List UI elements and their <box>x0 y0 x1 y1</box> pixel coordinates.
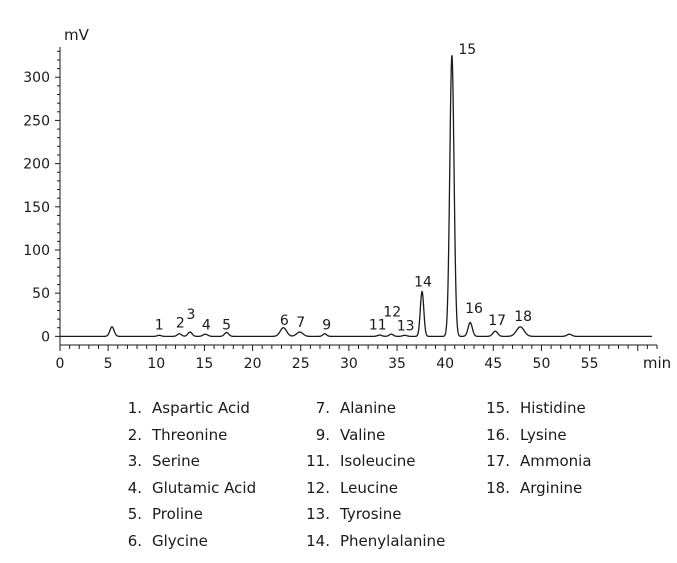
y-tick-label: 150 <box>23 200 50 216</box>
legend-item: 15. Histidine <box>480 395 592 422</box>
x-tick-label: 10 <box>147 356 165 372</box>
legend-number: 2. <box>127 425 142 444</box>
x-tick-label: 45 <box>484 356 502 372</box>
legend-compound-name: Histidine <box>520 399 586 417</box>
peak-label: 3 <box>186 307 195 323</box>
legend-compound-name: Arginine <box>520 478 583 497</box>
peak-label: 15 <box>458 42 476 58</box>
legend-item: 13. Tyrosine <box>300 501 445 528</box>
chromatogram-trace <box>59 54 653 338</box>
legend-number: 4. <box>127 478 142 497</box>
legend-compound-name: Alanine <box>340 399 397 417</box>
x-tick-label: 55 <box>581 356 599 372</box>
legend-number: 3. <box>127 452 142 470</box>
x-tick-label: 15 <box>196 356 214 372</box>
legend-item: 2. Threonine <box>118 422 256 449</box>
legend-compound-name: Glycine <box>152 531 208 550</box>
legend-compound-name: Proline <box>152 505 203 523</box>
legend-item: 14. Phenylalanine <box>300 528 445 555</box>
x-tick-label: 0 <box>56 356 65 372</box>
legend-item: 9. Valine <box>300 422 445 449</box>
peak-label: 13 <box>397 318 415 334</box>
legend-number: 6. <box>127 531 142 550</box>
legend-item: 5. Proline <box>118 501 256 528</box>
peak-label: 12 <box>383 304 401 320</box>
legend-item: 6. Glycine <box>118 528 256 555</box>
x-tick-label: 40 <box>436 356 454 372</box>
legend-number: 7. <box>315 399 330 417</box>
x-tick-label: 25 <box>292 356 310 372</box>
legend-number: 9. <box>315 425 330 444</box>
peak-label: 4 <box>202 317 211 333</box>
legend-number: 15. <box>486 399 510 417</box>
x-axis-label: min <box>643 354 671 372</box>
peak-label: 2 <box>176 316 185 332</box>
legend-item: 4. Glutamic Acid <box>118 475 256 502</box>
legend-number: 17. <box>486 452 510 470</box>
peak-legend: 1. Aspartic Acid 2. Threonine 3. Serine 4. Glut… <box>0 395 677 560</box>
legend-item: 17. Ammonia <box>480 448 592 475</box>
x-tick-label: 20 <box>244 356 262 372</box>
legend-compound-name: Threonine <box>152 425 228 444</box>
legend-number: 16. <box>486 425 510 444</box>
legend-compound-name: Aspartic Acid <box>152 399 250 417</box>
peak-label: 9 <box>322 317 331 333</box>
legend-number: 12. <box>306 478 330 497</box>
legend-compound-name: Phenylalanine <box>340 531 446 550</box>
legend-item: 16. Lysine <box>480 422 592 449</box>
legend-compound-name: Serine <box>152 452 200 470</box>
y-tick-label: 0 <box>41 329 50 345</box>
legend-compound-name: Lysine <box>520 425 567 444</box>
legend-number: 11. <box>306 452 330 470</box>
legend-column-3: 15. Histidine 16. Lysine 17. Ammonia 18. Argini… <box>480 395 592 502</box>
y-tick-label: 50 <box>32 286 50 302</box>
legend-number: 1. <box>127 399 142 417</box>
x-tick-label: 30 <box>340 356 358 372</box>
legend-item: 3. Serine <box>118 448 256 475</box>
legend-compound-name: Tyrosine <box>340 505 402 523</box>
legend-compound-name: Valine <box>340 425 386 444</box>
peak-label: 18 <box>514 309 532 325</box>
peak-label: 7 <box>296 315 305 331</box>
y-tick-label: 200 <box>23 157 50 173</box>
legend-number: 13. <box>306 505 330 523</box>
legend-item: 18. Arginine <box>480 475 592 502</box>
y-axis-label: mV <box>64 26 90 44</box>
peak-label: 17 <box>488 313 506 329</box>
peak-label: 6 <box>280 313 289 329</box>
legend-compound-name: Isoleucine <box>340 452 416 470</box>
x-tick-label: 5 <box>104 356 113 372</box>
legend-column-2: 7. Alanine 9. Valine 11. Isoleucine 12. Leucine… <box>300 395 445 554</box>
peak-label: 5 <box>222 317 231 333</box>
peak-label: 14 <box>414 274 432 290</box>
legend-number: 18. <box>486 478 510 497</box>
peak-label: 1 <box>155 317 164 333</box>
y-tick-label: 100 <box>23 243 50 259</box>
legend-compound-name: Ammonia <box>520 452 592 470</box>
legend-item: 1. Aspartic Acid <box>118 395 256 422</box>
x-tick-label: 50 <box>533 356 551 372</box>
legend-item: 12. Leucine <box>300 475 445 502</box>
legend-number: 5. <box>127 505 142 523</box>
legend-number: 14. <box>306 531 330 550</box>
peak-label: 11 <box>369 317 387 333</box>
legend-item: 7. Alanine <box>300 395 445 422</box>
y-tick-label: 300 <box>23 70 50 86</box>
legend-column-1: 1. Aspartic Acid 2. Threonine 3. Serine 4. Glut… <box>118 395 256 554</box>
legend-compound-name: Leucine <box>340 478 398 497</box>
peak-label: 16 <box>465 301 483 317</box>
legend-compound-name: Glutamic Acid <box>152 478 257 497</box>
y-tick-label: 250 <box>23 113 50 129</box>
legend-item: 11. Isoleucine <box>300 448 445 475</box>
x-tick-label: 35 <box>388 356 406 372</box>
